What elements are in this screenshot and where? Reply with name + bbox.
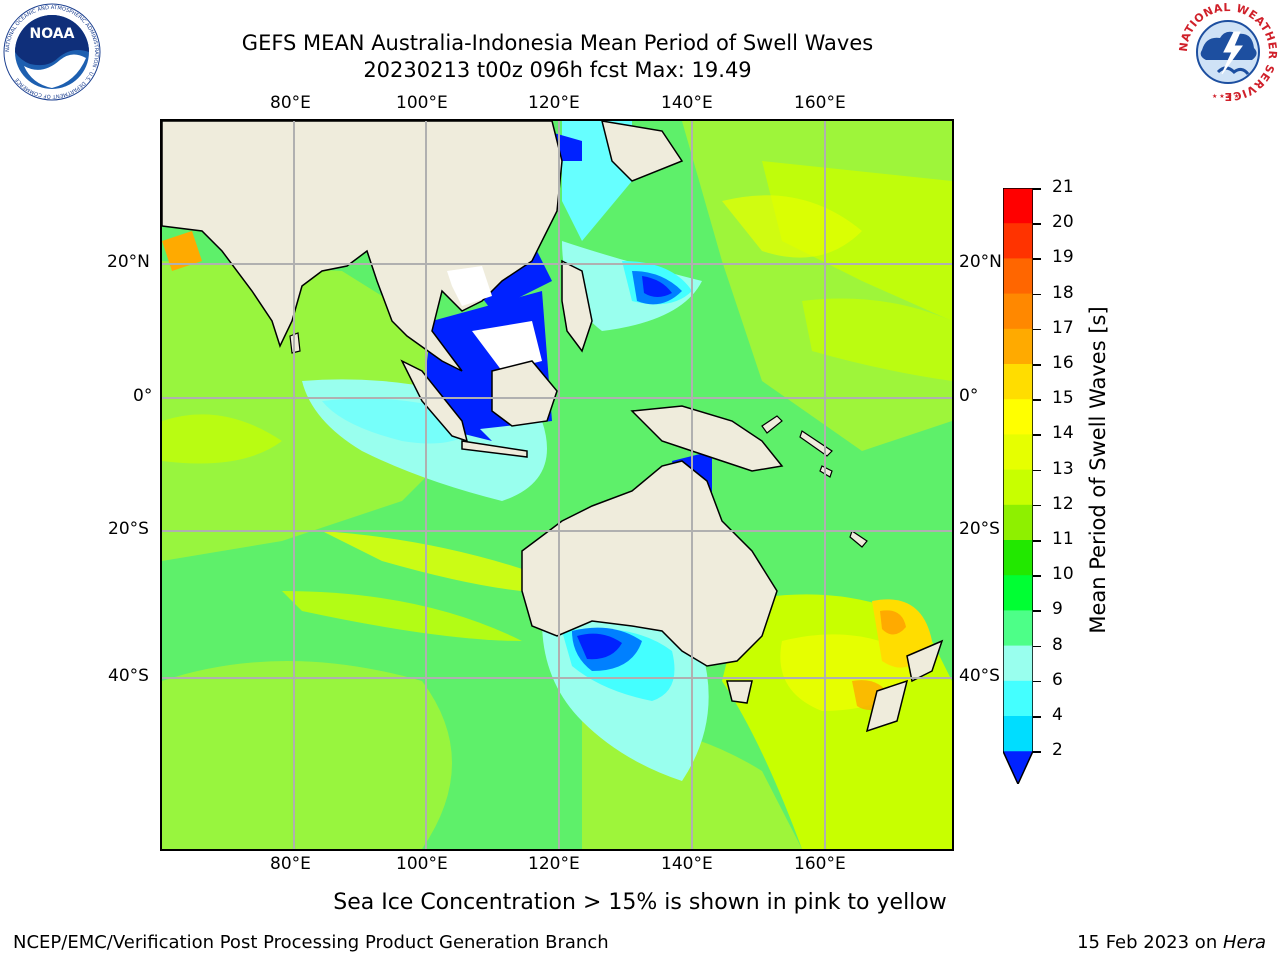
colorbar-tick-label: 15 <box>1052 388 1074 409</box>
colorbar-tick-label: 4 <box>1052 705 1063 725</box>
svg-text:NOAA: NOAA <box>30 26 75 42</box>
colorbar-tick-mark <box>1033 399 1041 401</box>
colorbar-tick-mark <box>1033 575 1041 577</box>
credit-date: 15 Feb 2023 on <box>1077 932 1223 953</box>
colorbar-tick-label: 13 <box>1052 458 1074 479</box>
colorbar-band <box>1003 434 1033 471</box>
colorbar-tick-mark <box>1033 328 1041 331</box>
nws-logo: NATIONAL WEATHER SERVICE ★ ★ ★ ★ <box>1177 1 1279 103</box>
lon-label-bottom-140e: 140°E <box>661 854 713 874</box>
colorbar-band <box>1003 188 1033 224</box>
colorbar-band <box>1003 680 1033 717</box>
lat-label-right-0: 0° <box>959 386 979 406</box>
lon-label-top-140e: 140°E <box>661 93 713 113</box>
credit-branch: NCEP/EMC/Verification Post Processing Pr… <box>13 932 609 953</box>
colorbar-band <box>1003 258 1033 295</box>
credit-host: Hera <box>1222 932 1266 953</box>
colorbar-tick-mark <box>1033 751 1041 753</box>
map-canvas <box>162 121 952 849</box>
colorbar-tick-label: 20 <box>1052 212 1074 233</box>
colorbar-band <box>1003 469 1033 506</box>
colorbar-tick-mark <box>1033 258 1041 260</box>
lon-label-bottom-120e: 120°E <box>528 854 580 874</box>
colorbar-tick-label: 11 <box>1052 529 1074 549</box>
colorbar-band <box>1003 575 1033 611</box>
colorbar-tick-label: 9 <box>1052 599 1063 620</box>
colorbar <box>1002 187 1034 786</box>
lon-label-bottom-160e: 160°E <box>794 854 846 874</box>
lon-label-top-120e: 120°E <box>528 93 580 113</box>
lat-label-right-40s: 40°S <box>959 666 1000 686</box>
colorbar-band <box>1003 399 1033 435</box>
graticule <box>162 121 952 849</box>
lon-label-top-100e: 100°E <box>396 93 448 113</box>
lat-label-left-40s: 40°S <box>108 666 149 686</box>
colorbar-band <box>1003 223 1033 259</box>
colorbar-tick-label: 6 <box>1052 669 1063 690</box>
colorbar-tick-label: 14 <box>1052 423 1074 444</box>
colorbar-tick-mark <box>1033 223 1041 225</box>
lat-label-right-20n: 20°N <box>959 252 1002 272</box>
colorbar-tick-mark <box>1033 434 1041 436</box>
colorbar-tick-mark <box>1033 716 1041 718</box>
colorbar-tick-label: 8 <box>1052 634 1063 655</box>
svg-text:★ ★ ★ ★: ★ ★ ★ ★ <box>1212 93 1239 100</box>
colorbar-tick-mark <box>1033 504 1041 507</box>
sea-ice-note: Sea Ice Concentration > 15% is shown in … <box>333 890 947 915</box>
colorbar-tick-mark <box>1033 610 1041 612</box>
colorbar-tick-label: 17 <box>1052 317 1074 338</box>
colorbar-band <box>1003 293 1033 330</box>
colorbar-tick-label: 10 <box>1052 564 1074 585</box>
colorbar-band <box>1003 504 1033 541</box>
colorbar-extension <box>1003 751 1033 784</box>
lat-label-left-20n: 20°N <box>107 252 150 272</box>
colorbar-tick-mark <box>1033 469 1041 472</box>
colorbar-tick-mark <box>1033 540 1041 542</box>
colorbar-tick-label: 21 <box>1052 177 1074 197</box>
colorbar-tick-label: 12 <box>1052 493 1074 514</box>
swell-period-map <box>160 119 954 851</box>
chart-title: GEFS MEAN Australia-Indonesia Mean Perio… <box>241 31 874 55</box>
lon-label-top-80e: 80°E <box>270 93 311 113</box>
colorbar-tick-label: 16 <box>1052 353 1074 373</box>
colorbar-band <box>1003 328 1033 365</box>
lon-label-bottom-80e: 80°E <box>270 854 311 874</box>
lat-label-left-0: 0° <box>133 386 153 406</box>
colorbar-tick-mark <box>1033 645 1041 648</box>
colorbar-tick-mark <box>1033 680 1041 683</box>
colorbar-band <box>1003 610 1033 647</box>
colorbar-band <box>1003 364 1033 400</box>
lat-label-right-20s: 20°S <box>959 519 1000 539</box>
chart-subtitle: 20230213 t00z 096h fcst Max: 19.49 <box>363 58 752 82</box>
colorbar-band <box>1003 716 1033 752</box>
lon-label-bottom-100e: 100°E <box>396 854 448 874</box>
noaa-logo: NOAA NATIONAL OCEANIC AND ATMOSPHERIC AD… <box>2 2 102 102</box>
colorbar-tick-label: 18 <box>1052 282 1074 303</box>
lat-label-left-20s: 20°S <box>108 519 149 539</box>
colorbar-tick-label: 2 <box>1052 740 1063 761</box>
colorbar-tick-label: 19 <box>1052 247 1074 268</box>
credit-date-host: 15 Feb 2023 on Hera <box>1077 932 1266 953</box>
colorbar-title: Mean Period of Swell Waves [s] <box>1086 306 1110 634</box>
colorbar-band <box>1003 540 1033 576</box>
colorbar-tick-mark <box>1033 364 1041 366</box>
colorbar-tick-mark <box>1033 293 1041 296</box>
colorbar-tick-mark <box>1033 188 1041 190</box>
lon-label-top-160e: 160°E <box>794 93 846 113</box>
colorbar-band <box>1003 645 1033 682</box>
